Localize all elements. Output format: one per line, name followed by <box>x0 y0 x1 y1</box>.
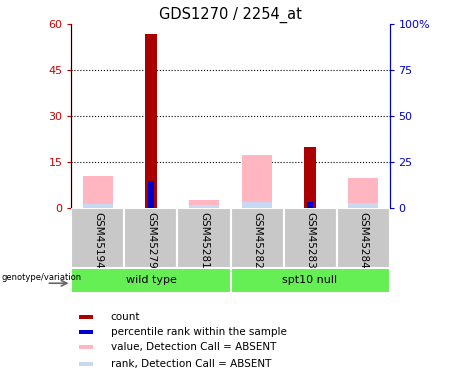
Text: GSM45194: GSM45194 <box>93 212 103 269</box>
Bar <box>71 208 124 268</box>
Bar <box>79 330 94 334</box>
Bar <box>71 268 230 292</box>
Bar <box>148 182 154 208</box>
Bar <box>79 315 94 319</box>
Text: wild type: wild type <box>125 275 177 285</box>
Text: rank, Detection Call = ABSENT: rank, Detection Call = ABSENT <box>111 358 271 369</box>
Bar <box>230 268 390 292</box>
Bar <box>230 208 284 268</box>
Text: count: count <box>111 312 140 322</box>
Bar <box>337 208 390 268</box>
Bar <box>145 34 157 208</box>
Text: GSM45284: GSM45284 <box>358 212 368 269</box>
Text: spt10 null: spt10 null <box>283 275 337 285</box>
Bar <box>124 208 177 268</box>
Bar <box>79 345 94 349</box>
Bar <box>242 154 272 208</box>
Bar <box>284 208 337 268</box>
Text: GSM45279: GSM45279 <box>146 212 156 269</box>
Bar <box>79 362 94 366</box>
Text: GSM45283: GSM45283 <box>305 212 315 269</box>
Bar <box>242 202 272 208</box>
Bar <box>307 202 313 208</box>
Title: GDS1270 / 2254_at: GDS1270 / 2254_at <box>159 7 302 23</box>
Bar <box>83 204 112 208</box>
Bar <box>349 177 378 208</box>
Text: GSM45281: GSM45281 <box>199 212 209 269</box>
Bar <box>189 201 219 208</box>
Text: percentile rank within the sample: percentile rank within the sample <box>111 327 287 337</box>
Bar <box>177 208 230 268</box>
Bar <box>189 206 219 208</box>
Text: genotype/variation: genotype/variation <box>1 273 82 282</box>
Text: value, Detection Call = ABSENT: value, Detection Call = ABSENT <box>111 342 276 352</box>
Bar <box>83 176 112 208</box>
Bar <box>349 202 378 208</box>
Text: GSM45282: GSM45282 <box>252 212 262 269</box>
Bar <box>304 147 316 208</box>
